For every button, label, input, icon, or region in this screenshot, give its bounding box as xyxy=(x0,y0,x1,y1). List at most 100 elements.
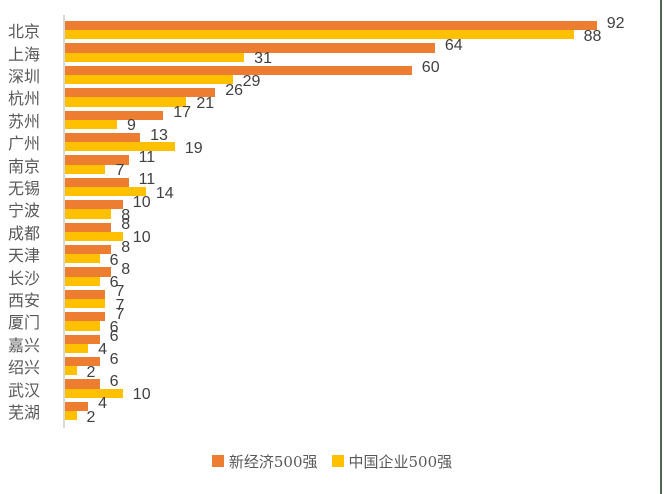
value-label: 7 xyxy=(115,305,125,323)
bar-new-economy-500 xyxy=(65,312,106,322)
bar-new-economy-500 xyxy=(65,267,112,277)
category-label: 芜湖 xyxy=(8,403,41,422)
bar-china-enterprise-500 xyxy=(65,75,233,85)
value-label: 10 xyxy=(132,229,151,247)
legend-item-new-economy: 新经济500强 xyxy=(211,451,318,472)
value-label: 2 xyxy=(86,363,96,381)
value-label: 6 xyxy=(109,350,119,368)
value-label: 14 xyxy=(155,184,174,202)
legend: 新经济500强 中国企业500强 xyxy=(0,450,664,472)
value-label: 64 xyxy=(444,37,463,54)
category-label: 南京 xyxy=(8,156,41,176)
bar-new-economy-500 xyxy=(65,88,216,98)
value-label: 7 xyxy=(115,162,125,180)
category-label: 无锡 xyxy=(8,179,41,198)
value-label: 31 xyxy=(254,50,272,68)
value-label: 6 xyxy=(109,274,119,292)
category-label: 长沙 xyxy=(8,268,41,288)
category-label: 深圳 xyxy=(8,67,41,86)
bar-new-economy-500 xyxy=(65,110,164,120)
value-label: 10 xyxy=(132,193,151,211)
bar-new-economy-500 xyxy=(65,200,123,210)
right-border-line xyxy=(660,0,662,494)
category-label: 苏州 xyxy=(8,111,41,131)
value-label: 11 xyxy=(138,149,156,166)
value-label: 6 xyxy=(109,251,119,269)
legend-label-new-economy: 新经济500强 xyxy=(228,452,318,471)
value-label: 88 xyxy=(583,27,602,45)
value-label: 7 xyxy=(115,296,125,314)
category-label: 成都 xyxy=(8,223,41,243)
bar-china-enterprise-500 xyxy=(65,209,112,219)
category-label: 绍兴 xyxy=(8,358,41,378)
bar-new-economy-500 xyxy=(65,289,106,299)
bar-china-enterprise-500 xyxy=(65,187,146,197)
category-label: 宁波 xyxy=(8,201,41,221)
bar-china-enterprise-500 xyxy=(65,276,100,286)
bar-china-enterprise-500 xyxy=(65,388,123,398)
legend-swatch-china-enterprise xyxy=(331,455,344,467)
bar-china-enterprise-500 xyxy=(65,299,106,309)
bar-china-enterprise-500 xyxy=(65,254,100,264)
value-label: 13 xyxy=(150,126,168,144)
bar-china-enterprise-500 xyxy=(65,366,77,376)
bar-china-enterprise-500 xyxy=(65,164,106,174)
bar-china-enterprise-500 xyxy=(65,97,187,107)
value-label: 8 xyxy=(121,238,131,256)
value-label: 21 xyxy=(196,95,215,112)
category-label: 嘉兴 xyxy=(8,335,41,355)
value-label: 6 xyxy=(109,373,119,390)
category-label: 杭州 xyxy=(8,89,41,109)
legend-swatch-new-economy xyxy=(211,455,224,467)
value-label: 17 xyxy=(173,104,192,122)
value-label: 60 xyxy=(421,59,440,77)
value-label: 4 xyxy=(98,395,108,413)
value-label: 9 xyxy=(127,117,136,135)
bar-china-enterprise-500 xyxy=(65,321,100,331)
value-label: 10 xyxy=(132,386,151,404)
bar-new-economy-500 xyxy=(65,357,100,367)
legend-label-china-enterprise: 中国企业500强 xyxy=(348,452,453,471)
value-label: 2 xyxy=(86,408,96,426)
value-label: 29 xyxy=(242,72,261,90)
bar-china-enterprise-500 xyxy=(65,52,245,62)
plot-area: 北京 92 88 上海 64 31 深圳 60 29 杭州 26 21 苏州 17 9 广州 13 19 南京 11 7… xyxy=(8,14,625,428)
bar-new-economy-500 xyxy=(65,43,435,53)
bar-new-economy-500 xyxy=(65,21,597,31)
value-label: 26 xyxy=(225,81,244,99)
value-label: 19 xyxy=(184,139,203,157)
category-label: 北京 xyxy=(8,22,41,42)
bar-new-economy-500 xyxy=(65,133,141,143)
value-label: 6 xyxy=(109,328,119,346)
value-label: 11 xyxy=(138,171,156,189)
category-label: 西安 xyxy=(8,291,41,310)
bar-china-enterprise-500 xyxy=(65,142,175,152)
legend-item-china-enterprise: 中国企业500强 xyxy=(331,451,453,472)
category-label: 武汉 xyxy=(8,380,41,400)
value-label: 8 xyxy=(121,207,131,224)
bar-china-enterprise-500 xyxy=(65,411,77,421)
value-label: 8 xyxy=(121,216,131,234)
y-axis-line xyxy=(63,15,65,428)
value-label: 6 xyxy=(109,319,119,336)
bar-china-enterprise-500 xyxy=(65,231,123,241)
bar-china-enterprise-500 xyxy=(65,343,89,353)
value-label: 92 xyxy=(606,14,625,32)
category-label: 广州 xyxy=(8,134,41,154)
category-label: 天津 xyxy=(8,246,41,266)
bar-china-enterprise-500 xyxy=(65,119,118,129)
value-label: 7 xyxy=(115,283,125,301)
bar-new-economy-500 xyxy=(65,334,100,344)
bar-new-economy-500 xyxy=(65,379,100,389)
bar-new-economy-500 xyxy=(65,401,89,411)
category-label: 上海 xyxy=(8,44,41,64)
category-label: 厦门 xyxy=(8,313,41,333)
bar-new-economy-500 xyxy=(65,155,129,165)
bar-new-economy-500 xyxy=(65,65,412,75)
value-label: 8 xyxy=(121,261,131,278)
bar-new-economy-500 xyxy=(65,222,112,232)
bar-new-economy-500 xyxy=(65,177,129,187)
bar-china-enterprise-500 xyxy=(65,30,574,40)
bar-new-economy-500 xyxy=(65,245,112,255)
